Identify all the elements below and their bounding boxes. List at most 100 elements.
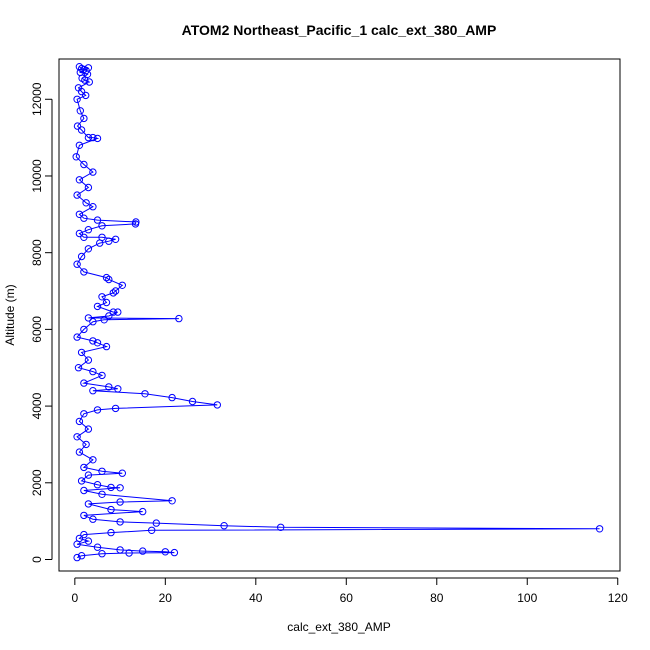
data-point — [77, 126, 86, 134]
data-point — [80, 463, 88, 472]
data-point — [89, 168, 97, 176]
data-point — [213, 401, 222, 409]
data-point — [102, 273, 111, 282]
y-tick-label: 8000 — [30, 239, 44, 266]
data-point — [84, 425, 93, 433]
data-point — [93, 302, 102, 311]
data-point — [131, 220, 140, 228]
data-point — [114, 308, 122, 316]
data-point — [188, 397, 197, 406]
y-tick-label: 0 — [30, 556, 44, 563]
data-point — [107, 528, 115, 537]
data-point — [80, 511, 88, 520]
data-point — [80, 530, 88, 539]
data-point — [93, 481, 102, 489]
data-point — [77, 552, 86, 560]
data-point — [109, 289, 118, 297]
x-axis-label: calc_ext_380_AMP — [287, 620, 390, 634]
data-point — [82, 440, 90, 449]
data-point — [73, 333, 81, 341]
data-point — [118, 281, 127, 289]
data-point — [75, 176, 84, 184]
data-point — [89, 337, 97, 345]
data-point — [148, 526, 156, 534]
data-point — [76, 107, 85, 115]
data-point — [80, 379, 88, 387]
data-point — [83, 70, 92, 79]
data-point — [84, 245, 93, 253]
data-point — [175, 314, 183, 323]
data-point — [84, 314, 93, 322]
data-point — [85, 78, 94, 86]
data-point — [82, 91, 90, 100]
chart-title: ATOM2 Northeast_Pacific_1 calc_ext_380_A… — [182, 22, 497, 38]
x-tick-label: 0 — [71, 591, 78, 605]
data-point — [116, 518, 124, 526]
x-tick-label: 100 — [517, 591, 537, 605]
data-point — [84, 356, 93, 364]
data-point — [98, 293, 106, 301]
data-point — [81, 76, 89, 84]
data-point — [168, 497, 176, 505]
data-point — [98, 490, 106, 498]
data-point — [84, 64, 93, 72]
data-point — [102, 298, 111, 307]
data-point — [105, 237, 113, 245]
data-point — [73, 122, 82, 130]
data-point — [80, 486, 88, 495]
data-point — [93, 216, 102, 224]
data-point — [105, 312, 113, 320]
plot-frame — [58, 58, 621, 572]
y-tick-label: 6000 — [30, 316, 44, 343]
data-point — [96, 239, 104, 247]
data-point — [80, 233, 88, 242]
data-point — [89, 515, 97, 523]
data-point — [73, 433, 81, 441]
data-point — [84, 226, 93, 234]
x-tick-label: 40 — [249, 591, 263, 605]
data-point — [77, 348, 86, 357]
data-point — [125, 549, 133, 557]
data-point — [80, 268, 88, 276]
data-point — [75, 448, 84, 456]
data-point — [84, 537, 93, 545]
data-point — [89, 387, 97, 395]
data-point — [98, 371, 106, 380]
data-point — [80, 214, 88, 222]
data-point — [84, 183, 93, 192]
data-point — [75, 210, 84, 219]
data-point — [73, 553, 81, 562]
data-point — [118, 469, 127, 477]
data-point — [89, 318, 97, 326]
y-axis: 0 2000 4000 6000 8000 10000 12000 — [30, 82, 53, 563]
data-point — [114, 385, 122, 393]
data-point — [93, 406, 102, 414]
y-tick-label: 2000 — [30, 469, 44, 496]
y-axis-label: Altitude (m) — [3, 284, 17, 345]
y-tick-label: 4000 — [30, 392, 44, 419]
data-point — [73, 95, 81, 104]
data-point — [98, 550, 106, 558]
data-point — [80, 160, 88, 169]
x-axis: 0 20 40 60 80 100 120 — [71, 577, 628, 605]
data-point — [161, 548, 170, 556]
data-point — [75, 417, 84, 426]
x-tick-label: 20 — [159, 591, 173, 605]
data-point — [77, 87, 86, 96]
x-tick-label: 80 — [430, 591, 444, 605]
data-point — [141, 390, 149, 398]
data-point — [82, 199, 90, 207]
data-point — [168, 393, 176, 402]
data-point — [102, 342, 111, 351]
data-point — [109, 308, 118, 316]
data-point — [111, 287, 120, 295]
data-point — [73, 260, 81, 268]
data-point — [152, 519, 161, 527]
series-layer — [72, 62, 604, 562]
x-tick-label: 120 — [608, 591, 628, 605]
data-point — [84, 500, 93, 508]
data-point — [80, 325, 88, 334]
data-point — [170, 548, 179, 557]
